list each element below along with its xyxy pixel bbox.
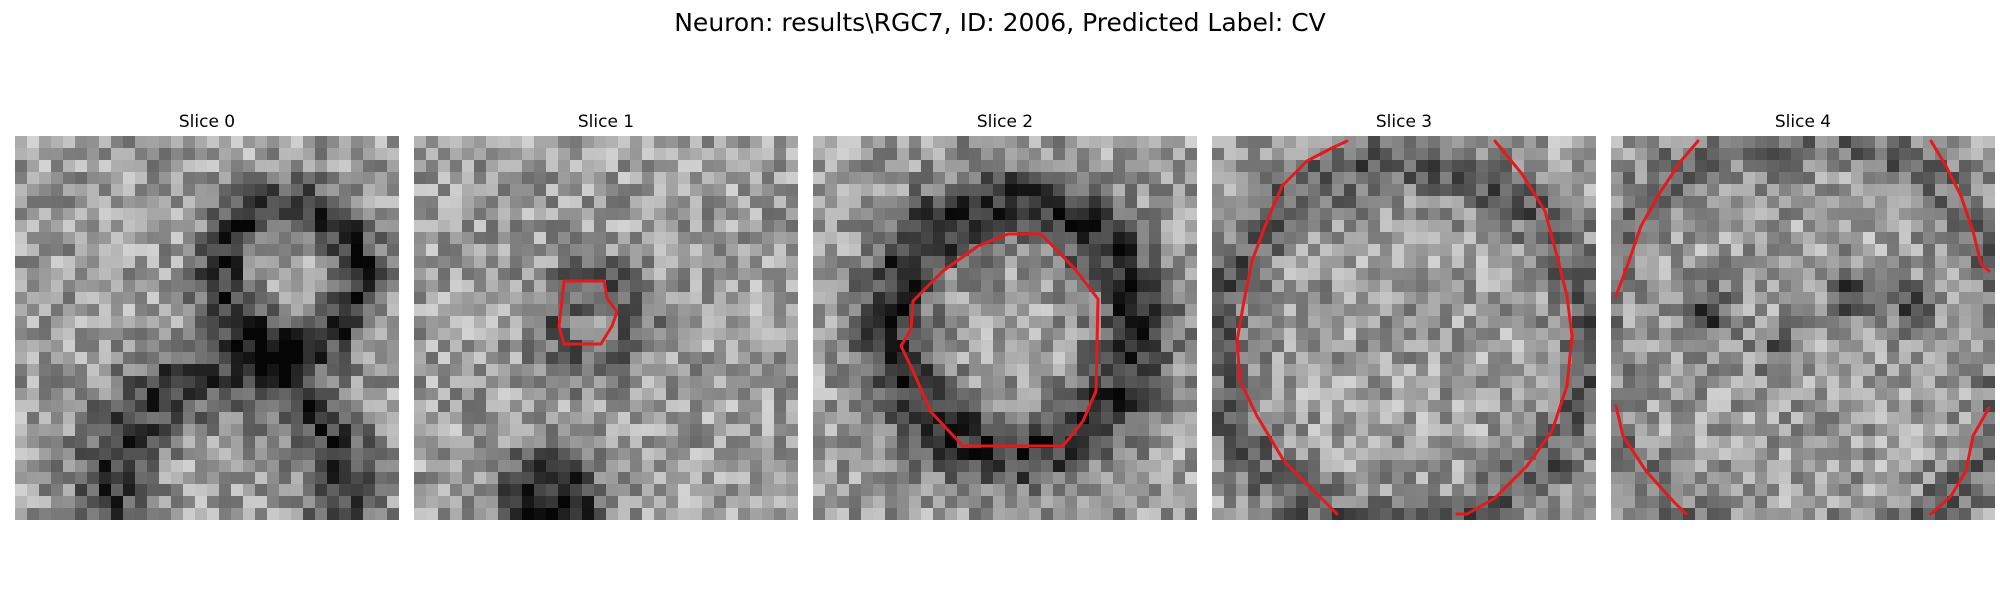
slice-image xyxy=(1611,136,1995,520)
contour-overlay xyxy=(1235,139,1574,516)
slice-title: Slice 0 xyxy=(178,112,236,132)
contour-line xyxy=(557,279,619,346)
contour-overlay xyxy=(899,232,1100,448)
slice-panel-1: Slice 1 xyxy=(414,108,798,520)
slice-title: Slice 4 xyxy=(1774,112,1832,132)
slice-panel-4: Slice 4 xyxy=(1611,108,1995,520)
contour-overlay xyxy=(1614,139,1991,516)
contour-overlay xyxy=(15,136,399,520)
contour-overlay xyxy=(557,279,619,346)
slice-panel-3: Slice 3 xyxy=(1212,108,1596,520)
contour-line xyxy=(899,232,1100,448)
contour-line xyxy=(1929,139,1991,273)
contour-line xyxy=(1235,139,1349,516)
contour-line xyxy=(1614,139,1700,298)
slice-title: Slice 3 xyxy=(1375,112,1433,132)
contour-line xyxy=(1929,406,1991,516)
slice-title: Slice 1 xyxy=(577,112,635,132)
slice-panel-2: Slice 2 xyxy=(813,108,1197,520)
contour-line xyxy=(1614,404,1688,516)
contour-line xyxy=(1455,139,1574,516)
slice-title: Slice 2 xyxy=(976,112,1034,132)
figure-title: Neuron: results\RGC7, ID: 2006, Predicte… xyxy=(674,8,1326,37)
slice-image xyxy=(414,136,798,520)
slice-image xyxy=(813,136,1197,520)
slice-image xyxy=(15,136,399,520)
slice-panel-0: Slice 0 xyxy=(15,108,399,520)
